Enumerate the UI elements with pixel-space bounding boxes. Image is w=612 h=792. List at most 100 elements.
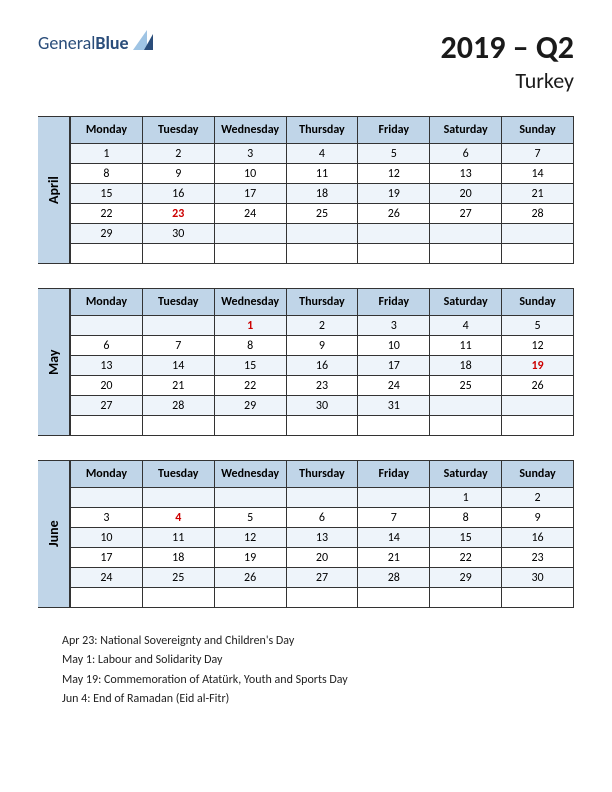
day-header: Monday bbox=[71, 461, 143, 488]
calendar-cell bbox=[214, 488, 286, 508]
day-header: Thursday bbox=[286, 461, 358, 488]
holiday-entry: May 1: Labour and Solidarity Day bbox=[62, 651, 574, 670]
day-header: Thursday bbox=[286, 117, 358, 144]
calendar-cell: 22 bbox=[214, 376, 286, 396]
day-header: Tuesday bbox=[142, 117, 214, 144]
calendar-cell bbox=[286, 416, 358, 436]
calendar-cell: 12 bbox=[502, 336, 574, 356]
calendar-cell: 13 bbox=[286, 528, 358, 548]
calendar-cell: 9 bbox=[502, 508, 574, 528]
day-header: Monday bbox=[71, 289, 143, 316]
calendar-cell: 18 bbox=[286, 184, 358, 204]
holidays-list: Apr 23: National Sovereignty and Childre… bbox=[62, 632, 574, 709]
calendar-cell: 27 bbox=[430, 204, 502, 224]
calendar-cell: 16 bbox=[286, 356, 358, 376]
calendar-cell: 12 bbox=[214, 528, 286, 548]
calendar-cell: 9 bbox=[142, 164, 214, 184]
calendar-cell: 16 bbox=[502, 528, 574, 548]
holiday-date: 19 bbox=[531, 359, 543, 373]
calendar-cell bbox=[214, 244, 286, 264]
calendar-cell: 18 bbox=[430, 356, 502, 376]
calendar-cell bbox=[142, 416, 214, 436]
calendar-cell: 30 bbox=[502, 568, 574, 588]
calendar-cell: 21 bbox=[502, 184, 574, 204]
calendar-cell bbox=[71, 488, 143, 508]
calendar-cell: 2 bbox=[142, 144, 214, 164]
holiday-entry: May 19: Commemoration of Atatürk, Youth … bbox=[62, 671, 574, 690]
calendar-cell: 10 bbox=[71, 528, 143, 548]
calendar-table: MondayTuesdayWednesdayThursdayFridaySatu… bbox=[70, 288, 574, 436]
calendar-cell: 5 bbox=[502, 316, 574, 336]
day-header: Friday bbox=[358, 117, 430, 144]
calendar-cell bbox=[502, 244, 574, 264]
calendar-cell bbox=[358, 244, 430, 264]
calendar-cell: 26 bbox=[358, 204, 430, 224]
calendar-cell: 20 bbox=[430, 184, 502, 204]
logo-triangle-icon bbox=[133, 30, 157, 55]
calendar-cell: 3 bbox=[358, 316, 430, 336]
page-subtitle: Turkey bbox=[441, 67, 574, 94]
calendar-cell bbox=[430, 244, 502, 264]
logo: GeneralBlue bbox=[38, 30, 157, 55]
calendar-cell bbox=[430, 396, 502, 416]
calendar-cell: 26 bbox=[214, 568, 286, 588]
calendar-cell: 15 bbox=[430, 528, 502, 548]
calendar-cell: 26 bbox=[502, 376, 574, 396]
calendar-cell: 16 bbox=[142, 184, 214, 204]
month-tab: May bbox=[38, 288, 70, 436]
calendar-cell: 15 bbox=[214, 356, 286, 376]
calendar-cell bbox=[502, 588, 574, 608]
calendar-cell: 22 bbox=[71, 204, 143, 224]
calendar-cell bbox=[71, 316, 143, 336]
calendar-cell: 28 bbox=[358, 568, 430, 588]
calendar-cell: 4 bbox=[286, 144, 358, 164]
calendar-cell: 15 bbox=[71, 184, 143, 204]
calendar-cell: 29 bbox=[71, 224, 143, 244]
calendar-cell: 25 bbox=[286, 204, 358, 224]
calendar-cell: 14 bbox=[142, 356, 214, 376]
calendar-cell bbox=[286, 224, 358, 244]
calendar-cell bbox=[502, 224, 574, 244]
calendar-cell: 23 bbox=[286, 376, 358, 396]
calendar-cell: 28 bbox=[502, 204, 574, 224]
calendar-cell bbox=[71, 416, 143, 436]
day-header: Sunday bbox=[502, 461, 574, 488]
calendar-cell bbox=[358, 588, 430, 608]
calendar-cell: 21 bbox=[142, 376, 214, 396]
calendar-cell: 24 bbox=[71, 568, 143, 588]
calendar-cell: 3 bbox=[71, 508, 143, 528]
calendar-cell: 7 bbox=[142, 336, 214, 356]
calendar-cell bbox=[142, 244, 214, 264]
calendar-cell: 3 bbox=[214, 144, 286, 164]
calendar-cell: 4 bbox=[430, 316, 502, 336]
calendar-cell bbox=[430, 416, 502, 436]
calendar-cell: 30 bbox=[142, 224, 214, 244]
calendar-table: MondayTuesdayWednesdayThursdayFridaySatu… bbox=[70, 460, 574, 608]
calendar-cell: 19 bbox=[214, 548, 286, 568]
day-header: Saturday bbox=[430, 289, 502, 316]
calendar-cell: 13 bbox=[71, 356, 143, 376]
calendar-cell: 25 bbox=[430, 376, 502, 396]
logo-text-a: General bbox=[38, 32, 95, 54]
month-tab: April bbox=[38, 116, 70, 264]
calendar-cell: 18 bbox=[142, 548, 214, 568]
calendar-cell: 20 bbox=[71, 376, 143, 396]
day-header: Thursday bbox=[286, 289, 358, 316]
day-header: Saturday bbox=[430, 117, 502, 144]
calendar-cell: 14 bbox=[358, 528, 430, 548]
calendar-cell bbox=[214, 416, 286, 436]
calendar-cell: 19 bbox=[502, 356, 574, 376]
calendar-cell bbox=[358, 224, 430, 244]
day-header: Wednesday bbox=[214, 461, 286, 488]
calendar-cell: 23 bbox=[142, 204, 214, 224]
calendar-cell: 7 bbox=[502, 144, 574, 164]
calendar-cell: 28 bbox=[142, 396, 214, 416]
calendar-cell bbox=[71, 588, 143, 608]
calendar-cell bbox=[502, 396, 574, 416]
day-header: Wednesday bbox=[214, 289, 286, 316]
calendar-cell: 23 bbox=[502, 548, 574, 568]
logo-text: GeneralBlue bbox=[38, 32, 129, 54]
calendar-cell: 4 bbox=[142, 508, 214, 528]
page-title: 2019 – Q2 bbox=[441, 30, 574, 65]
calendar-cell: 8 bbox=[214, 336, 286, 356]
